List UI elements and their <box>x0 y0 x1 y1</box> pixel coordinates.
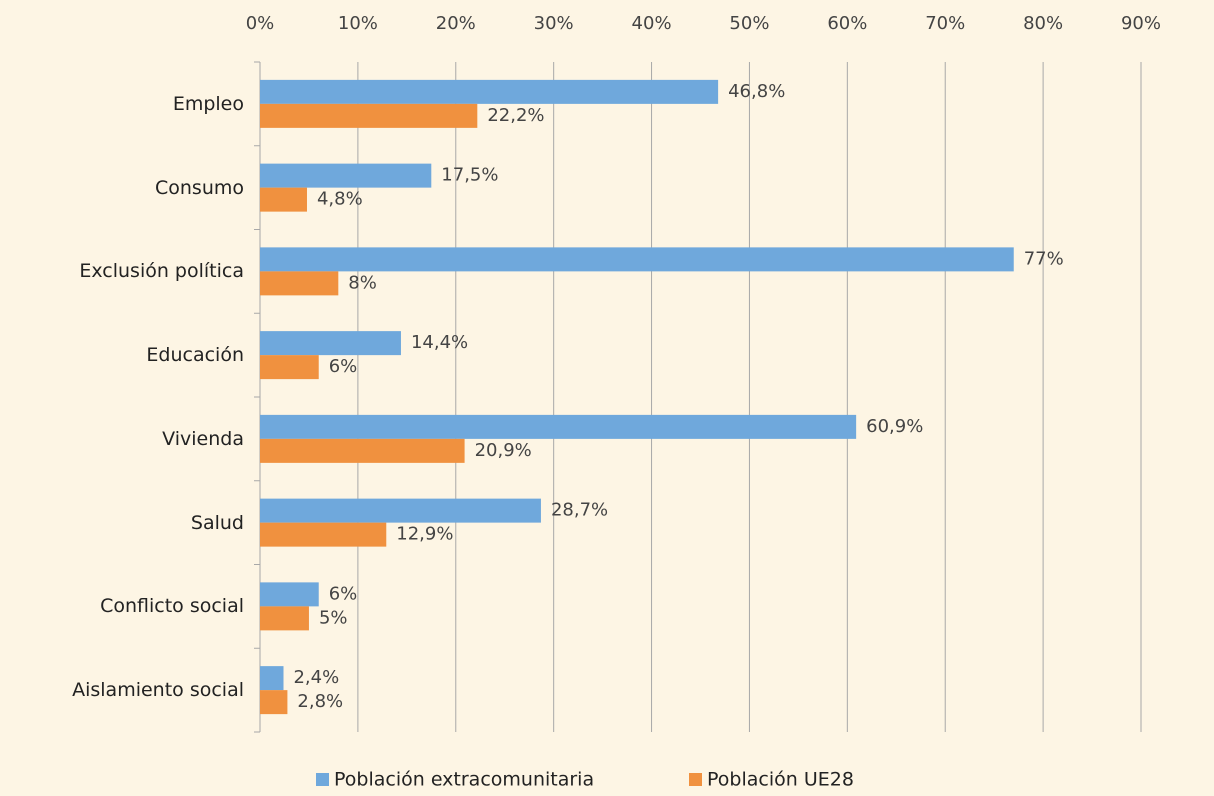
bar <box>260 331 401 356</box>
bar <box>260 606 309 631</box>
x-tick-label: 30% <box>534 13 574 34</box>
y-tick-label: Vivienda <box>162 427 244 450</box>
data-label: 4,8% <box>317 189 363 210</box>
data-label: 22,2% <box>487 105 544 126</box>
data-label: 60,9% <box>866 416 923 437</box>
legend-label: Población extracomunitaria <box>334 769 594 791</box>
x-tick-label: 60% <box>827 13 867 34</box>
data-label: 20,9% <box>475 440 532 461</box>
data-label: 6% <box>329 356 358 377</box>
data-label: 28,7% <box>551 500 608 521</box>
data-label: 77% <box>1024 248 1064 269</box>
data-label: 14,4% <box>411 332 468 353</box>
x-tick-label: 90% <box>1121 13 1161 34</box>
legend-swatch <box>689 773 702 786</box>
y-tick-label: Aislamiento social <box>72 679 244 702</box>
y-tick-label: Conflicto social <box>100 595 244 618</box>
data-label: 2,4% <box>293 667 339 688</box>
data-label: 2,8% <box>297 691 343 712</box>
bar <box>260 355 319 380</box>
bar <box>260 438 465 463</box>
data-label: 46,8% <box>728 81 785 102</box>
bar <box>260 522 387 547</box>
x-tick-label: 40% <box>632 13 672 34</box>
x-tick-label: 50% <box>729 13 769 34</box>
x-tick-label: 70% <box>925 13 965 34</box>
bar <box>260 103 478 128</box>
bar <box>260 414 857 439</box>
data-label: 12,9% <box>396 524 453 545</box>
data-label: 5% <box>319 607 348 628</box>
data-label: 8% <box>348 272 377 293</box>
bar <box>260 666 284 691</box>
bar <box>260 163 432 188</box>
bar <box>260 187 307 212</box>
x-tick-label: 10% <box>338 13 378 34</box>
data-label: 6% <box>329 583 358 604</box>
legend-swatch <box>316 773 329 786</box>
y-tick-label: Educación <box>146 344 244 367</box>
y-tick-label: Exclusión política <box>79 260 244 283</box>
bar <box>260 79 719 104</box>
legend-label: Población UE28 <box>707 769 854 791</box>
bar <box>260 271 339 296</box>
x-tick-label: 80% <box>1023 13 1063 34</box>
y-tick-label: Empleo <box>172 92 244 115</box>
y-tick-label: Salud <box>190 511 244 534</box>
y-tick-label: Consumo <box>154 176 244 199</box>
x-tick-label: 0% <box>246 13 275 34</box>
bar <box>260 690 288 715</box>
x-tick-label: 20% <box>436 13 476 34</box>
bar <box>260 498 541 523</box>
bar <box>260 247 1014 272</box>
data-label: 17,5% <box>441 165 498 186</box>
bar <box>260 582 319 607</box>
